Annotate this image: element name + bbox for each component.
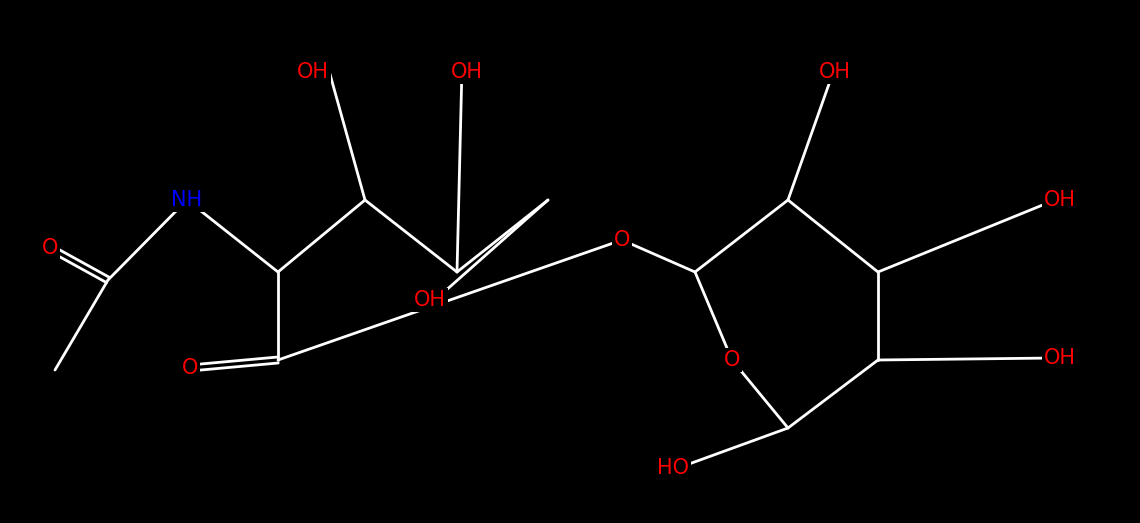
Text: OH: OH xyxy=(819,62,850,82)
Text: OH: OH xyxy=(1044,190,1076,210)
Text: HO: HO xyxy=(657,458,689,478)
Text: O: O xyxy=(42,238,58,258)
Text: OH: OH xyxy=(414,290,446,310)
Text: O: O xyxy=(724,350,740,370)
Text: O: O xyxy=(181,358,198,378)
Text: OH: OH xyxy=(298,62,329,82)
Text: OH: OH xyxy=(1044,348,1076,368)
Text: O: O xyxy=(613,230,630,250)
Text: NH: NH xyxy=(171,190,203,210)
Text: OH: OH xyxy=(451,62,483,82)
